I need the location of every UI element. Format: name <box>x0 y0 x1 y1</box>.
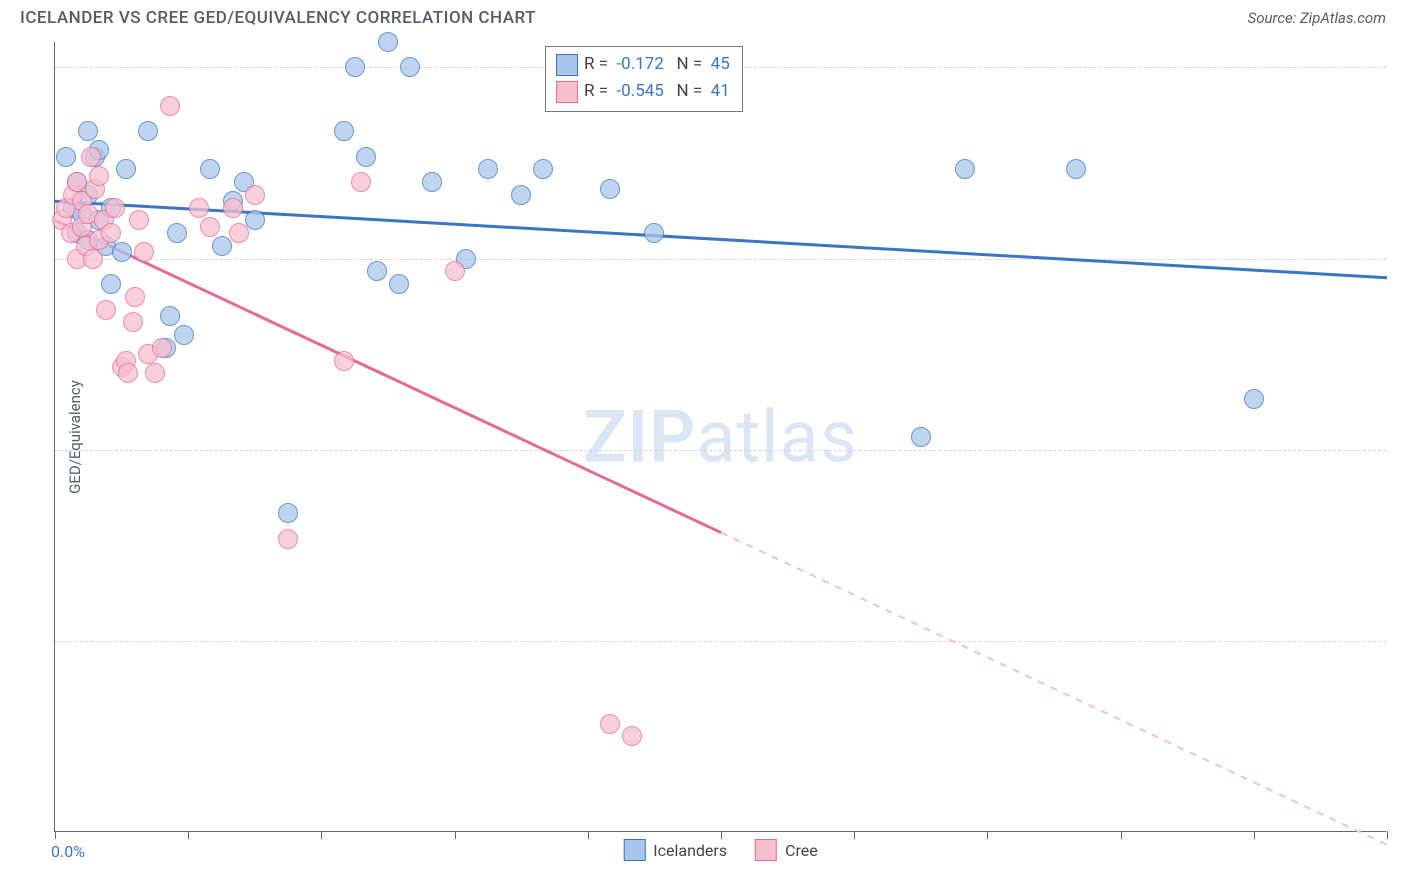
data-point <box>644 223 664 243</box>
data-point <box>622 726 642 746</box>
legend-swatch <box>755 839 777 861</box>
data-point <box>160 306 180 326</box>
data-point <box>174 325 194 345</box>
data-point <box>129 210 149 230</box>
legend-item: Icelanders <box>623 839 727 861</box>
x-tick <box>455 831 456 839</box>
data-point <box>56 147 76 167</box>
data-point <box>400 57 420 77</box>
data-point <box>118 363 138 383</box>
data-point <box>134 242 154 262</box>
trend-line-dashed <box>721 533 1387 845</box>
x-tick <box>987 831 988 839</box>
gridline-horizontal <box>55 641 1386 642</box>
data-point <box>101 223 121 243</box>
chart-legend: Icelanders Cree <box>623 839 817 861</box>
watermark-text: ZIPatlas <box>583 394 858 479</box>
stats-row: R = -0.172 N = 45 <box>556 51 730 78</box>
data-point <box>105 198 125 218</box>
x-tick <box>1387 831 1388 839</box>
x-tick-label-min: 0.0% <box>51 842 85 861</box>
data-point <box>378 32 398 52</box>
stats-row: R = -0.545 N = 41 <box>556 78 730 105</box>
x-tick <box>321 831 322 839</box>
series-swatch <box>556 81 578 103</box>
data-point <box>167 223 187 243</box>
data-point <box>278 529 298 549</box>
data-point <box>160 96 180 116</box>
legend-label: Icelanders <box>653 841 727 860</box>
data-point <box>245 185 265 205</box>
data-point <box>389 274 409 294</box>
data-point <box>78 121 98 141</box>
data-point <box>116 159 136 179</box>
data-point <box>138 121 158 141</box>
data-point <box>351 172 371 192</box>
x-tick <box>55 831 56 839</box>
legend-label: Cree <box>785 841 818 860</box>
x-tick <box>1254 831 1255 839</box>
data-point <box>1066 159 1086 179</box>
data-point <box>367 261 387 281</box>
data-point <box>112 242 132 262</box>
data-point <box>1244 389 1264 409</box>
y-axis-label: GED/Equivalency <box>66 380 84 494</box>
data-point <box>955 159 975 179</box>
data-point <box>96 300 116 320</box>
data-point <box>212 236 232 256</box>
data-point <box>189 198 209 218</box>
data-point <box>101 274 121 294</box>
gridline-horizontal <box>55 259 1386 260</box>
x-tick <box>721 831 722 839</box>
data-point <box>445 261 465 281</box>
data-point <box>229 223 249 243</box>
data-point <box>200 217 220 237</box>
data-point <box>600 714 620 734</box>
chart-plot-area: GED/Equivalency ZIPatlas 55.0%70.0%85.0%… <box>54 42 1386 832</box>
data-point <box>600 179 620 199</box>
data-point <box>511 185 531 205</box>
data-point <box>356 147 376 167</box>
data-point <box>911 427 931 447</box>
x-tick <box>588 831 589 839</box>
source-credit: Source: ZipAtlas.com <box>1248 9 1386 27</box>
data-point <box>278 503 298 523</box>
x-tick <box>854 831 855 839</box>
gridline-horizontal <box>55 450 1386 451</box>
x-tick <box>1121 831 1122 839</box>
data-point <box>223 198 243 218</box>
data-point <box>334 351 354 371</box>
data-point <box>478 159 498 179</box>
x-tick <box>188 831 189 839</box>
data-point <box>81 147 101 167</box>
data-point <box>83 249 103 269</box>
chart-title: ICELANDER VS CREE GED/EQUIVALENCY CORREL… <box>20 8 536 28</box>
data-point <box>89 166 109 186</box>
data-point <box>422 172 442 192</box>
stats-text: R = -0.172 N = 45 <box>584 51 730 78</box>
data-point <box>533 159 553 179</box>
data-point <box>334 121 354 141</box>
data-point <box>145 363 165 383</box>
data-point <box>200 159 220 179</box>
correlation-stats-box: R = -0.172 N = 45 R = -0.545 N = 41 <box>545 46 743 112</box>
data-point <box>125 287 145 307</box>
series-swatch <box>556 54 578 76</box>
legend-item: Cree <box>755 839 818 861</box>
data-point <box>123 312 143 332</box>
legend-swatch <box>623 839 645 861</box>
stats-text: R = -0.545 N = 41 <box>584 78 730 105</box>
data-point <box>152 338 172 358</box>
data-point <box>345 57 365 77</box>
